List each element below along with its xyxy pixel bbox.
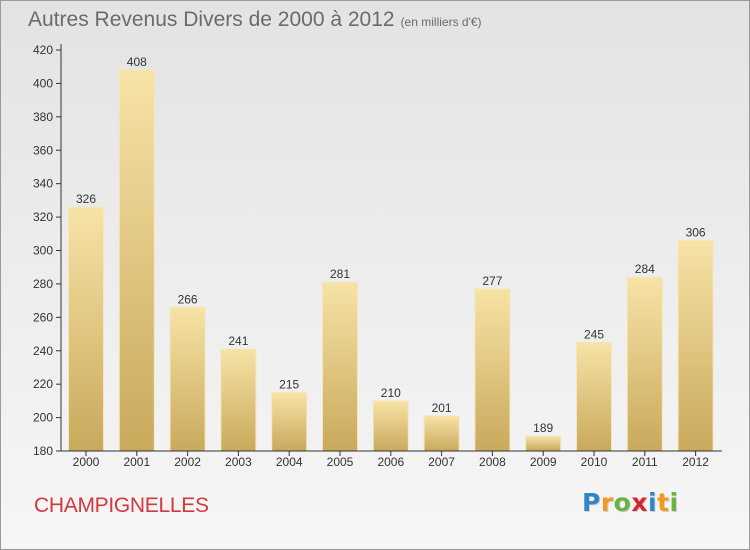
- y-tick-label: 360: [33, 143, 53, 157]
- bar-value-label: 241: [228, 334, 248, 348]
- bar-value-label: 408: [127, 55, 147, 69]
- logo-letter: i: [648, 488, 658, 517]
- logo-letter: x: [631, 488, 648, 517]
- chart-title: Autres Revenus Divers de 2000 à 2012: [28, 8, 395, 31]
- y-tick-label: 180: [33, 444, 53, 458]
- bar-2011: [626, 276, 663, 452]
- bar-value-label: 326: [76, 192, 96, 206]
- y-tick-label: 200: [33, 411, 53, 425]
- y-tick-label: 280: [33, 277, 53, 291]
- bar-value-label: 245: [584, 327, 604, 341]
- y-tick-label: 340: [33, 177, 53, 191]
- x-tick-label: 2003: [225, 455, 252, 469]
- proxiti-logo: Proxiti: [582, 488, 679, 517]
- x-tick-label: 2005: [327, 455, 354, 469]
- bar-2010: [576, 341, 612, 452]
- logo-letter: t: [657, 488, 670, 517]
- x-tick-label: 2004: [276, 455, 303, 469]
- bar-value-label: 284: [635, 262, 655, 276]
- y-tick-label: 320: [33, 210, 53, 224]
- x-tick-label: 2010: [581, 455, 608, 469]
- x-tick-label: 2007: [428, 455, 455, 469]
- bar-2003: [220, 348, 257, 452]
- bar-2006: [372, 400, 409, 452]
- bar-2004: [271, 392, 308, 452]
- bar-value-label: 281: [330, 267, 350, 281]
- x-tick-label: 2001: [123, 455, 150, 469]
- chart-unit: (en milliers d'€): [400, 15, 482, 29]
- bar-2002: [169, 306, 206, 452]
- x-tick-label: 2002: [174, 455, 201, 469]
- x-tick-label: 2000: [73, 455, 100, 469]
- bar-value-label: 266: [178, 292, 198, 306]
- bar-2009: [525, 435, 562, 452]
- bar-2005: [322, 281, 358, 452]
- y-tick-label: 220: [33, 377, 53, 391]
- logo-letter: P: [582, 488, 601, 517]
- logo-letter: o: [613, 488, 632, 517]
- bar-2000: [68, 206, 104, 452]
- bar-value-label: 306: [686, 226, 706, 240]
- bar-value-label: 189: [533, 421, 553, 435]
- y-tick-label: 260: [33, 310, 53, 324]
- y-tick-label: 380: [33, 110, 53, 124]
- x-tick-label: 2008: [479, 455, 506, 469]
- bar-value-label: 277: [482, 274, 502, 288]
- y-tick-label: 420: [33, 43, 53, 57]
- bar-value-label: 210: [381, 386, 401, 400]
- bar-2012: [677, 240, 714, 452]
- bar-2007: [423, 415, 460, 452]
- x-tick-label: 2011: [632, 455, 658, 469]
- bar-value-label: 201: [432, 401, 452, 415]
- x-tick-label: 2009: [530, 455, 557, 469]
- y-tick-label: 300: [33, 244, 53, 258]
- x-tick-label: 2006: [377, 455, 404, 469]
- logo-letter: r: [600, 488, 614, 517]
- x-tick-label: 2012: [682, 455, 709, 469]
- bar-2008: [474, 288, 511, 452]
- y-tick-label: 240: [33, 344, 53, 358]
- location-name: CHAMPIGNELLES: [34, 494, 209, 517]
- bar-2001: [118, 69, 155, 452]
- logo-letter: i: [669, 488, 679, 517]
- bar-value-label: 215: [279, 378, 299, 392]
- y-tick-label: 400: [33, 76, 53, 90]
- chart-title-block: Autres Revenus Divers de 2000 à 2012 (en …: [28, 8, 482, 32]
